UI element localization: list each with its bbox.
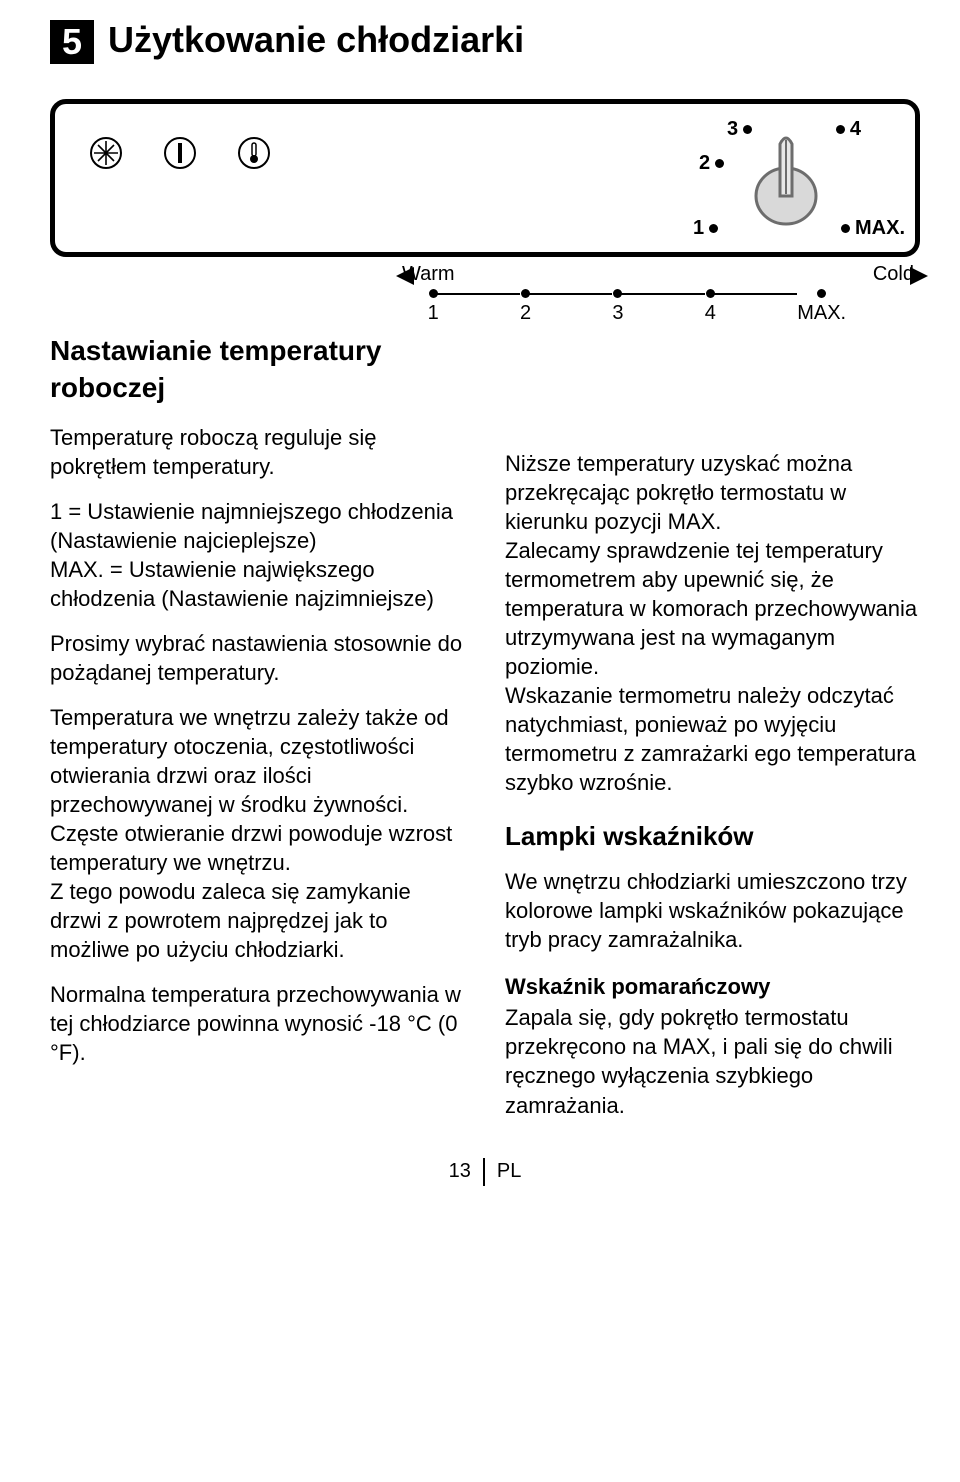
chapter-number: 5 (50, 20, 94, 64)
paragraph: MAX. = Ustawienie największego chłodzeni… (50, 555, 465, 613)
dial-label-4: 4 (836, 118, 861, 141)
scale-tick: MAX. (797, 289, 846, 325)
scale-tick-label: 1 (428, 302, 439, 325)
thermometer-icon (237, 136, 271, 170)
subheading-orange-indicator: Wskaźnik pomarańczowy (505, 972, 920, 1001)
scale-tick-label: 4 (705, 302, 716, 325)
dial-label-max: MAX. (841, 217, 905, 240)
paragraph: Zapala się, gdy pokrętło termostatu prze… (505, 1003, 920, 1119)
dial-label-text: 3 (727, 118, 738, 141)
paragraph: Niższe temperatury uzyskać można przekrę… (505, 449, 920, 536)
page-language: PL (497, 1160, 521, 1183)
dial-dot (715, 159, 724, 168)
power-icon (163, 136, 197, 170)
body-columns: Nastawianie temperatury roboczej Tempera… (50, 329, 920, 1136)
section-heading-indicators: Lampki wskaźników (505, 819, 920, 853)
scale-tick: 1 (428, 289, 439, 325)
dial-knob-icon (750, 130, 822, 226)
paragraph: We wnętrzu chłodziarki umieszczono trzy … (505, 867, 920, 954)
thermostat-dial: 1 2 3 4 MAX. (691, 118, 881, 238)
left-column: Nastawianie temperatury roboczej Tempera… (50, 329, 465, 1136)
dial-dot (709, 224, 718, 233)
dial-dot (836, 125, 845, 134)
arrow-right-icon (906, 267, 928, 285)
scale-segment (621, 293, 705, 295)
dial-label-2: 2 (699, 152, 724, 175)
paragraph: Temperatura we wnętrzu zależy także od t… (50, 703, 465, 819)
dial-dot (841, 224, 850, 233)
paragraph: Normalna temperatura przechowywania w te… (50, 980, 465, 1067)
arrow-left-icon (396, 267, 418, 285)
page-number: 13 (449, 1160, 471, 1183)
scale-tick: 3 (612, 289, 623, 325)
dial-label-1: 1 (693, 217, 718, 240)
snowflake-icon (89, 136, 123, 170)
scale-tick-label: 2 (520, 302, 531, 325)
paragraph: Temperaturę roboczą reguluje się pokrętł… (50, 423, 465, 481)
temperature-scale: Warm Cold 1 2 3 4 MAX. (50, 289, 910, 319)
scale-line: 1 2 3 4 MAX. (410, 289, 850, 319)
footer-divider (483, 1158, 485, 1186)
panel-icon-row (89, 136, 691, 170)
dial-label-text: 2 (699, 152, 710, 175)
right-column: Niższe temperatury uzyskać można przekrę… (505, 329, 920, 1136)
chapter-header: 5 Użytkowanie chłodziarki (50, 20, 920, 64)
scale-tick: 4 (705, 289, 716, 325)
dial-label-text: 1 (693, 217, 704, 240)
scale-tick-label: MAX. (797, 302, 846, 325)
paragraph: Zalecamy sprawdzenie tej temperatury ter… (505, 536, 920, 681)
scale-segment (529, 293, 613, 295)
scale-segment (714, 293, 798, 295)
control-panel-diagram: 1 2 3 4 MAX. (50, 99, 920, 257)
page-footer: 13 PL (50, 1158, 920, 1186)
paragraph: Wskazanie termometru należy odczytać nat… (505, 681, 920, 797)
chapter-title: Użytkowanie chłodziarki (108, 20, 524, 60)
dial-label-3: 3 (727, 118, 752, 141)
section-heading-temperature: Nastawianie temperatury roboczej (50, 333, 465, 407)
paragraph: 1 = Ustawienie najmniejszego chłodzenia … (50, 497, 465, 555)
paragraph: Prosimy wybrać nastawienia stosownie do … (50, 629, 465, 687)
dial-label-text: 4 (850, 118, 861, 141)
paragraph: Z tego powodu zaleca się zamykanie drzwi… (50, 877, 465, 964)
scale-segment (436, 293, 520, 295)
paragraph: Częste otwieranie drzwi powoduje wzrost … (50, 819, 465, 877)
scale-tick: 2 (520, 289, 531, 325)
panel-left-group (79, 136, 691, 220)
scale-tick-label: 3 (612, 302, 623, 325)
dial-label-text: MAX. (855, 217, 905, 240)
